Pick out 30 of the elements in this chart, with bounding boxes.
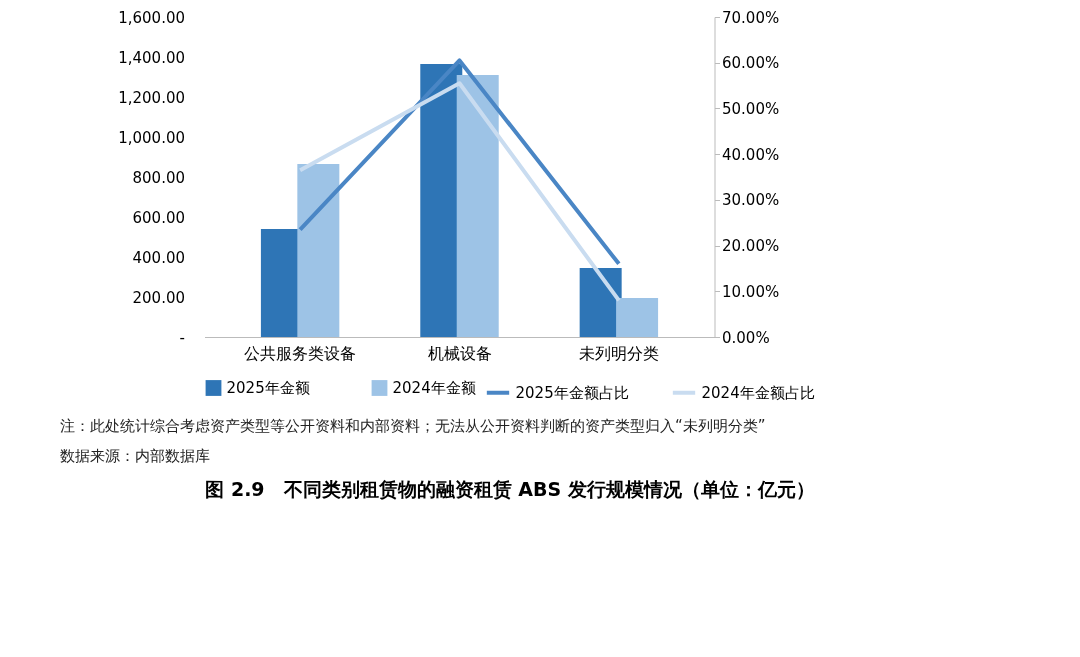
y2-tick-label: 40.00%	[722, 145, 780, 164]
y-tick-label: 1,200.00	[118, 88, 185, 107]
y2-tick-label: 70.00%	[722, 8, 780, 27]
legend-label: 2024年金额占比	[701, 383, 815, 402]
y2-tick-label: 20.00%	[722, 237, 780, 256]
y-tick-label: 400.00	[132, 248, 185, 267]
legend-label: 2025年金额	[226, 379, 310, 397]
x-tick-label: 未列明分类	[578, 343, 659, 363]
source-note: 数据来源：内部数据库	[60, 447, 210, 465]
text: 图 2.9 不同类别租赁物的融资租赁 ABS 发行规模情况（单位：亿元）	[205, 478, 815, 500]
bar	[297, 164, 340, 337]
bar	[456, 75, 499, 337]
legend-label: 2024年金额	[392, 379, 476, 397]
y-tick-label: 1,000.00	[118, 128, 185, 147]
y2-tick-label: 0.00%	[722, 328, 770, 347]
y-tick-label: -	[179, 328, 185, 347]
y-tick-label: 600.00	[132, 208, 185, 227]
y-tick-label: 1,400.00	[118, 48, 185, 67]
y2-tick-label: 10.00%	[722, 282, 780, 301]
y-tick-label: 1,600.00	[118, 8, 185, 27]
y2-tick-label: 50.00%	[722, 99, 780, 118]
x-tick-label: 公共服务类设备	[244, 343, 357, 363]
y2-tick-label: 60.00%	[722, 54, 780, 73]
y-tick-label: 200.00	[132, 288, 185, 307]
text: 注：此处统计综合考虑资产类型等公开资料和内部资料；无法从公开资料判断的资产类型归入“未列明分类”	[60, 417, 766, 435]
bar	[616, 298, 659, 337]
y-tick-label: 800.00	[132, 168, 185, 187]
y2-tick-label: 30.00%	[722, 191, 780, 210]
x-tick-label: 机械设备	[427, 343, 492, 363]
legend-label: 2025年金额占比	[515, 383, 629, 402]
